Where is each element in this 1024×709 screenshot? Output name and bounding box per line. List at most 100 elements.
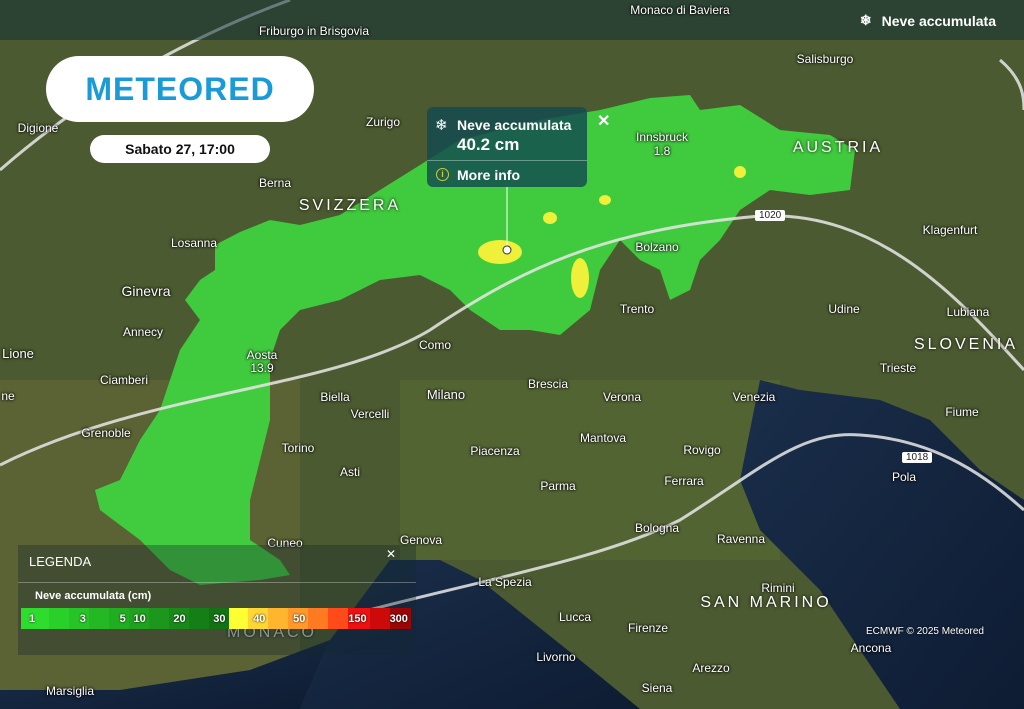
city-label: Pola bbox=[891, 470, 917, 484]
scale-step bbox=[88, 608, 109, 629]
city-label: Innsbruck bbox=[635, 130, 689, 144]
city-label: Torino bbox=[281, 441, 315, 455]
city-label: Salisburgo bbox=[796, 52, 854, 66]
city-label: Grenoble bbox=[81, 426, 131, 440]
popup-title: Neve accumulata bbox=[457, 117, 572, 133]
country-label: SAN MARINO bbox=[700, 594, 832, 611]
scale-step: 3 bbox=[68, 608, 89, 629]
city-label: Udine bbox=[828, 302, 860, 316]
city-label: Trento bbox=[619, 302, 655, 316]
city-label: Cuneo bbox=[267, 536, 303, 550]
scale-step bbox=[268, 608, 289, 629]
scale-step bbox=[188, 608, 209, 629]
credit-text: ECMWF © 2025 Meteored bbox=[866, 626, 984, 637]
scale-step bbox=[228, 608, 249, 629]
city-label: Bologna bbox=[634, 521, 680, 535]
scale-step bbox=[308, 608, 329, 629]
layer-title[interactable]: ❄ Neve accumulata bbox=[859, 12, 996, 29]
scale-step bbox=[148, 608, 169, 629]
scale-step: 300 bbox=[389, 608, 411, 629]
isobar-1020 bbox=[0, 214, 1024, 467]
scale-step: 10 bbox=[128, 608, 149, 629]
city-label: Aosta bbox=[246, 348, 278, 362]
city-label: Zurigo bbox=[365, 115, 401, 129]
legend-title: LEGENDA bbox=[29, 554, 92, 569]
city-label: Lubiana bbox=[946, 305, 990, 319]
popup-close-button[interactable]: ✕ bbox=[597, 113, 611, 130]
date-label[interactable]: Sabato 27, 17:00 bbox=[90, 135, 270, 163]
city-label: ne bbox=[1, 389, 15, 403]
scale-step: 40 bbox=[248, 608, 269, 629]
scale-step: 50 bbox=[288, 608, 309, 629]
divider bbox=[427, 160, 587, 161]
city-label: Friburgo in Brisgovia bbox=[258, 24, 370, 38]
snowflake-icon: ❄ bbox=[435, 117, 448, 134]
info-icon: i bbox=[436, 168, 449, 181]
city-label: Annecy bbox=[122, 325, 164, 339]
city-label: Ginevra bbox=[121, 283, 171, 299]
city-label: Arezzo bbox=[692, 661, 730, 675]
city-label: 13.9 bbox=[250, 361, 274, 375]
city-label: Verona bbox=[602, 390, 642, 404]
city-label: Ciamberi bbox=[99, 373, 149, 387]
scale-step: 150 bbox=[348, 608, 370, 629]
city-label: Marsiglia bbox=[45, 684, 95, 698]
city-label: Asti bbox=[339, 465, 361, 479]
isobar-label: 1020 bbox=[755, 210, 786, 221]
isobar-label: 1018 bbox=[902, 452, 933, 463]
info-popup: ❄ Neve accumulata 40.2 cm i More info bbox=[427, 107, 587, 187]
city-label: Vercelli bbox=[350, 407, 390, 421]
snowflake-icon: ❄ bbox=[859, 12, 872, 28]
divider bbox=[18, 582, 416, 583]
legend-unit-label: Neve accumulata (cm) bbox=[35, 590, 152, 602]
city-label: Ferrara bbox=[664, 474, 704, 488]
city-label: Brescia bbox=[527, 377, 569, 391]
top-bar bbox=[0, 0, 1024, 40]
snow-area bbox=[95, 95, 855, 585]
scale-step: 1 bbox=[21, 608, 49, 629]
scale-step: 30 bbox=[208, 608, 229, 629]
city-label: Losanna bbox=[170, 236, 218, 250]
country-label: SLOVENIA bbox=[913, 336, 1019, 353]
city-label: Firenze bbox=[627, 621, 669, 635]
city-label: Klagenfurt bbox=[922, 223, 978, 237]
country-label: SVIZZERA bbox=[298, 197, 402, 214]
sea-tyrrhenian bbox=[300, 560, 640, 709]
city-label: Monaco di Baviera bbox=[630, 3, 730, 17]
more-info-link[interactable]: More info bbox=[457, 167, 520, 183]
city-label: Mantova bbox=[579, 431, 627, 445]
city-label: Venezia bbox=[732, 390, 776, 404]
scale-step: 20 bbox=[168, 608, 189, 629]
city-label: La Spezia bbox=[478, 575, 532, 589]
country-label: AUSTRIA bbox=[792, 139, 884, 156]
city-label: Genova bbox=[399, 533, 443, 547]
sea-ligurian bbox=[0, 640, 330, 709]
city-label: Milano bbox=[426, 387, 466, 402]
city-label: Berna bbox=[258, 176, 292, 190]
city-label: Digione bbox=[17, 121, 59, 135]
scale-step: 5 bbox=[108, 608, 129, 629]
city-label: Bolzano bbox=[635, 240, 679, 254]
scale-step bbox=[369, 608, 390, 629]
city-label: Como bbox=[418, 338, 452, 352]
city-label: Piacenza bbox=[470, 444, 520, 458]
isobar-1018 bbox=[329, 433, 1024, 622]
scale-step bbox=[328, 608, 349, 629]
legend-panel: LEGENDA ✕ Neve accumulata (cm) 1 3 5 10 20 30… bbox=[18, 545, 416, 655]
legend-close-button[interactable]: ✕ bbox=[386, 547, 397, 561]
meteored-logo[interactable]: METEORED bbox=[46, 56, 314, 122]
city-label: Rimini bbox=[761, 581, 795, 595]
city-label: Ancona bbox=[850, 641, 892, 655]
sea-adriatic bbox=[740, 380, 1024, 709]
city-label: Biella bbox=[320, 390, 350, 404]
city-label: Ravenna bbox=[716, 532, 766, 546]
popup-value: 40.2 cm bbox=[457, 135, 520, 154]
scale-step bbox=[48, 608, 69, 629]
city-label: Lucca bbox=[558, 610, 592, 624]
city-label: Siena bbox=[641, 681, 673, 695]
city-label: Lione bbox=[2, 346, 34, 361]
city-label: Parma bbox=[540, 479, 576, 493]
color-scale: 1 3 5 10 20 30 40 50 150 300 bbox=[21, 608, 411, 629]
city-label: Livorno bbox=[536, 650, 576, 664]
city-label: Trieste bbox=[879, 361, 917, 375]
